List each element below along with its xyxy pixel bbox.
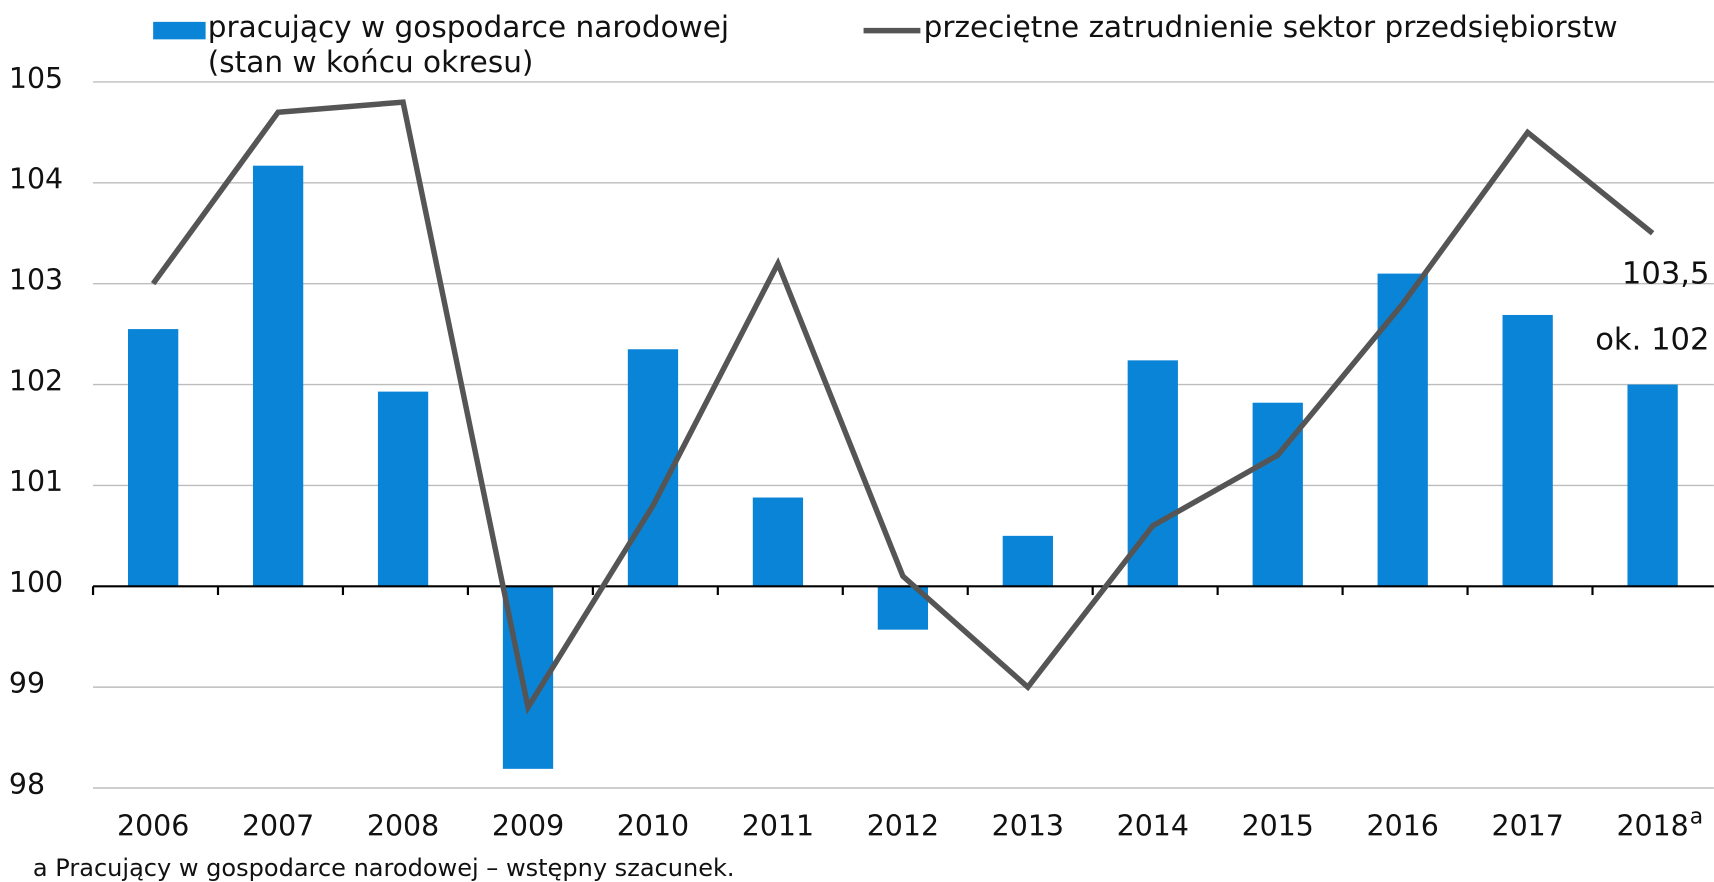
x-tick-label: 2017: [1492, 809, 1564, 842]
bar: [1502, 314, 1553, 587]
y-tick-label: 105: [9, 62, 63, 95]
x-tick-label: 2015: [1242, 809, 1314, 842]
x-tick-label: 2013: [992, 809, 1064, 842]
legend-label: pracujący w gospodarce narodowej (stan w…: [207, 10, 730, 80]
x-tick-label: 2016: [1367, 809, 1439, 842]
footnote: a Pracujący w gospodarce narodowej – wst…: [33, 854, 735, 882]
y-tick-label: 103: [9, 264, 63, 297]
bar: [752, 497, 804, 587]
value-label: 103,5: [1622, 256, 1710, 291]
value-label: ok. 102: [1595, 322, 1709, 357]
x-tick-label: 2011: [742, 809, 814, 842]
legend-entry: przeciętne zatrudnienie sektor przedsięb…: [923, 10, 1618, 45]
x-tick-label: 2014: [1117, 809, 1189, 842]
x-tick-label: 2009: [492, 809, 564, 842]
legend-swatch: [153, 21, 206, 40]
bar: [128, 329, 179, 587]
y-tick-label: 99: [9, 667, 45, 700]
x-tick-label: 2018: [1616, 809, 1688, 842]
y-tick-label: 101: [9, 465, 63, 498]
x-tick-label: 2006: [117, 809, 189, 842]
bar: [1377, 273, 1428, 587]
y-tick-label: 102: [9, 364, 63, 397]
legend-entry: pracujący w gospodarce narodowej (stan w…: [207, 10, 730, 80]
x-tick-label: 2012: [867, 809, 939, 842]
y-tick-label: 104: [9, 163, 63, 196]
bar: [377, 391, 429, 587]
bar: [1002, 535, 1053, 587]
category-note: a: [1690, 805, 1703, 830]
bar: [1627, 384, 1678, 587]
legend-label: przeciętne zatrudnienie sektor przedsięb…: [923, 10, 1618, 45]
x-tick-label: 2008: [367, 809, 439, 842]
bar: [252, 165, 304, 587]
y-tick-label: 100: [9, 566, 63, 599]
y-tick-label: 98: [9, 768, 45, 801]
x-tick-label: 2010: [617, 809, 689, 842]
line: [150, 99, 1655, 715]
x-tick-label: 2007: [242, 809, 314, 842]
